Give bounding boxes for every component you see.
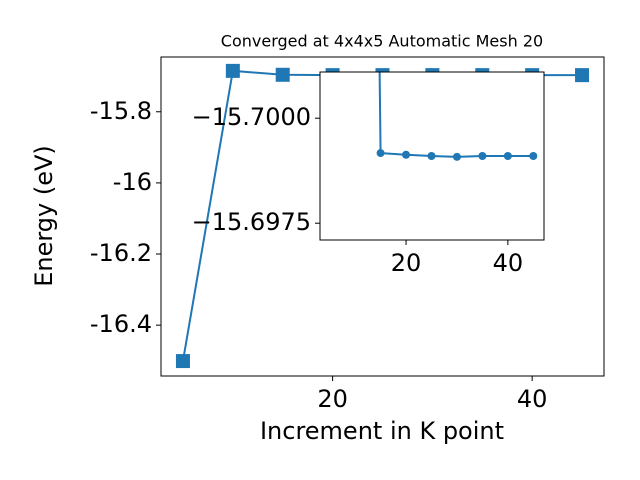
y-tick-label: -16.4 [90, 310, 152, 338]
marker [452, 152, 461, 161]
marker [529, 152, 538, 160]
x-axis-label: Increment in K point [260, 417, 504, 445]
x-tick-label: 40 [493, 249, 524, 277]
y-tick-label: -16 [113, 168, 152, 196]
marker [402, 150, 411, 159]
marker [376, 149, 385, 158]
plot-content [376, 72, 538, 161]
y-tick-label: -15.8 [90, 97, 152, 125]
marker [503, 152, 512, 160]
x-tick-label: 20 [317, 385, 348, 413]
y-axis-label: Energy (eV) [30, 145, 58, 287]
marker [575, 68, 590, 83]
x-tick-label: 20 [391, 249, 422, 277]
marker [427, 152, 436, 160]
y-tick-label: -16.2 [90, 239, 152, 267]
marker [225, 63, 240, 78]
marker [478, 152, 487, 160]
marker [275, 67, 290, 82]
axes-frame [319, 71, 545, 241]
y-tick-label: −15.7000 [192, 103, 311, 131]
y-tick-label: −15.6975 [192, 208, 311, 236]
axes: 20 40 −15.6975 −15.7000 [192, 71, 545, 277]
axes-frame [160, 56, 605, 377]
marker [175, 354, 190, 369]
chart-title: Converged at 4x4x5 Automatic Mesh 20 [221, 32, 543, 51]
x-tick-label: 40 [517, 385, 548, 413]
series-line [378, 72, 534, 158]
